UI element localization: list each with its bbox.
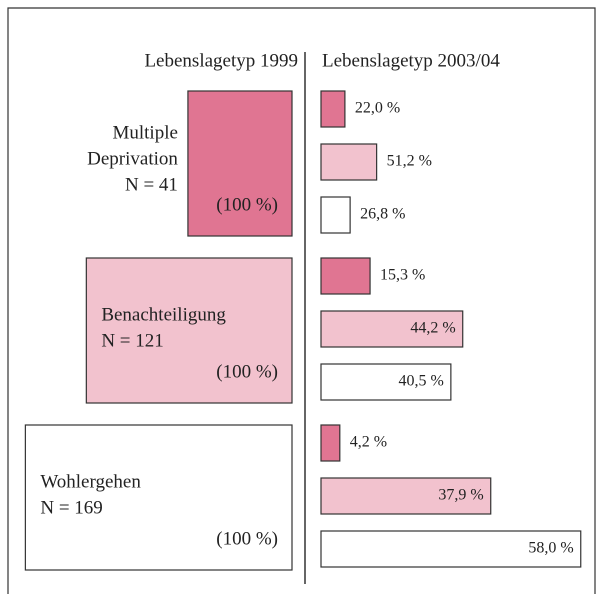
right-title: Lebenslagetyp 2003/04 — [322, 50, 500, 71]
bar — [320, 196, 351, 234]
bar — [320, 424, 341, 462]
group-total: (100 %) — [216, 194, 278, 215]
bar-label: 37,9 % — [438, 487, 483, 504]
bar-label: 51,2 % — [387, 153, 432, 170]
bar — [320, 310, 464, 348]
bar-label: 44,2 % — [410, 320, 455, 337]
bar-label: 15,3 % — [380, 267, 425, 284]
bar-label: 4,2 % — [350, 434, 387, 451]
bar — [320, 363, 452, 401]
bar-label: 58,0 % — [528, 540, 573, 557]
bar — [320, 143, 378, 181]
left-title: Lebenslagetyp 1999 — [144, 50, 298, 71]
bar — [320, 477, 492, 515]
bar — [320, 90, 346, 128]
bar — [320, 257, 371, 295]
bar — [320, 530, 582, 568]
group-name: Benachteiligung — [101, 304, 226, 325]
group-name: Wohlergehen — [40, 471, 141, 492]
group-total: (100 %) — [216, 528, 278, 549]
bar-label: 40,5 % — [399, 373, 444, 390]
group-n: N = 169 — [40, 497, 102, 518]
group-n: N = 41 — [125, 174, 178, 195]
frame — [7, 7, 596, 594]
group-box — [85, 257, 293, 404]
bar-label: 22,0 % — [355, 100, 400, 117]
group-name: Deprivation — [87, 148, 178, 169]
group-box — [187, 90, 293, 237]
group-box — [24, 424, 293, 571]
group-total: (100 %) — [216, 361, 278, 382]
group-n: N = 121 — [101, 330, 163, 351]
bar-label: 26,8 % — [360, 206, 405, 223]
group-name: Multiple — [112, 122, 177, 143]
